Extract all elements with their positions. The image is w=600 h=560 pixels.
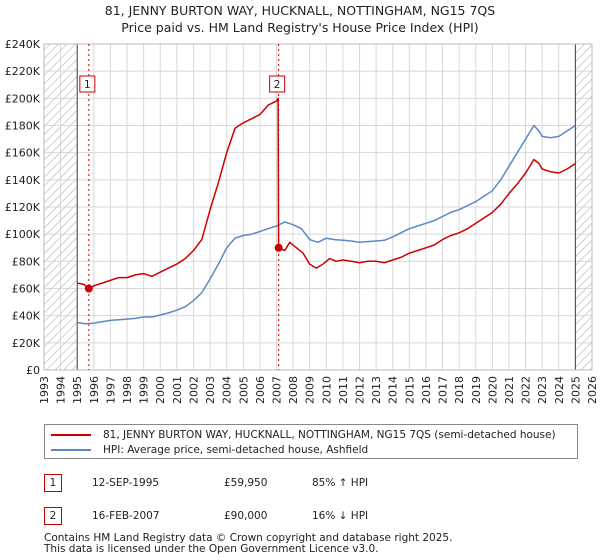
y-tick-label: £240K [5, 38, 41, 51]
x-tick-label: 2006 [254, 376, 267, 404]
x-tick-label: 1997 [104, 376, 117, 404]
y-tick-label: £160K [5, 147, 41, 160]
y-tick-label: £120K [5, 201, 41, 214]
x-tick-label: 2022 [520, 376, 533, 404]
sale-badge-2: 2 [44, 507, 62, 525]
y-tick-label: £20K [12, 337, 41, 350]
sale-badge-1: 1 [44, 474, 62, 492]
x-tick-label: 2013 [370, 376, 383, 404]
hatch-region-end [575, 44, 592, 370]
sale-row-1: 1 12-SEP-1995 £59,950 85% ↑ HPI [44, 474, 584, 494]
legend-item-property: 81, JENNY BURTON WAY, HUCKNALL, NOTTINGH… [51, 427, 556, 443]
x-tick-label: 1999 [138, 376, 151, 404]
footer-copyright: Contains HM Land Registry data © Crown c… [44, 532, 453, 544]
sale-point-2 [274, 243, 283, 252]
legend-swatch-hpi [51, 449, 91, 451]
series-line-hpi [77, 124, 576, 325]
sale-label-text-1: 1 [84, 79, 91, 91]
x-tick-label: 2018 [453, 376, 466, 404]
sale-hpi-2: 16% ↓ HPI [312, 510, 369, 522]
x-tick-label: 2023 [536, 376, 549, 404]
y-tick-label: £40K [12, 310, 41, 323]
y-tick-label: £80K [12, 255, 41, 268]
x-tick-label: 2015 [403, 376, 416, 404]
x-tick-label: 2016 [420, 376, 433, 404]
sale-label-box-1 [79, 75, 96, 93]
sale-hpi-1: 85% ↑ HPI [312, 477, 369, 489]
x-tick-label: 2011 [337, 376, 350, 404]
sale-price-2: £90,000 [224, 510, 268, 522]
chart-subtitle: Price paid vs. HM Land Registry's House … [121, 20, 479, 35]
sale-price-1: £59,950 [224, 477, 268, 489]
legend-label-property: 81, JENNY BURTON WAY, HUCKNALL, NOTTINGH… [103, 429, 556, 441]
chart-title: 81, JENNY BURTON WAY, HUCKNALL, NOTTINGH… [104, 3, 496, 18]
x-tick-label: 1998 [121, 376, 134, 404]
x-tick-label: 2026 [586, 376, 599, 404]
x-tick-label: 2002 [187, 376, 200, 404]
x-tick-label: 2000 [154, 376, 167, 404]
x-tick-label: 1994 [55, 376, 68, 404]
x-tick-label: 2020 [486, 376, 499, 404]
x-tick-label: 2003 [204, 376, 217, 404]
y-tick-label: £100K [5, 228, 41, 241]
y-tick-label: £200K [5, 92, 41, 105]
series-line-property [77, 97, 576, 290]
legend-swatch-property [51, 434, 91, 436]
hatch-region-start [44, 44, 78, 370]
x-tick-label: 2021 [503, 376, 516, 404]
sale-label-box-2 [269, 75, 286, 93]
y-tick-label: £0 [26, 364, 40, 377]
x-tick-label: 2019 [470, 376, 483, 404]
x-tick-label: 1995 [71, 376, 84, 404]
y-tick-label: £220K [5, 65, 41, 78]
x-tick-label: 2008 [287, 376, 300, 404]
x-tick-label: 2004 [221, 376, 234, 404]
sale-label-text-2: 2 [274, 79, 281, 91]
plot-frame [43, 43, 593, 371]
y-tick-label: £60K [12, 283, 41, 296]
x-tick-label: 2024 [553, 376, 566, 404]
x-tick-label: 2009 [304, 376, 317, 404]
chart-legend: 81, JENNY BURTON WAY, HUCKNALL, NOTTINGH… [44, 424, 578, 459]
legend-label-hpi: HPI: Average price, semi-detached house,… [103, 444, 369, 456]
sale-point-1 [84, 284, 93, 293]
sale-date-2: 16-FEB-2007 [92, 510, 160, 522]
x-tick-label: 2017 [437, 376, 450, 404]
y-tick-label: £180K [5, 120, 41, 133]
sale-row-2: 2 16-FEB-2007 £90,000 16% ↓ HPI [44, 507, 584, 527]
y-tick-label: £140K [5, 174, 41, 187]
x-tick-label: 2012 [354, 376, 367, 404]
x-tick-label: 1996 [88, 376, 101, 404]
x-tick-label: 2007 [270, 376, 283, 404]
x-tick-label: 2001 [171, 376, 184, 404]
x-tick-label: 2005 [237, 376, 250, 404]
sale-date-1: 12-SEP-1995 [92, 477, 160, 489]
price-chart: 1993 1994 1995 1996 1997 1998 1999 2000 2001 2002… [5, 38, 599, 404]
x-tick-label: 2025 [569, 376, 582, 404]
footer-licence: This data is licensed under the Open Gov… [44, 543, 379, 555]
x-tick-label: 2014 [387, 376, 400, 404]
x-tick-label: 1993 [38, 376, 51, 404]
x-tick-label: 2010 [320, 376, 333, 404]
legend-item-hpi: HPI: Average price, semi-detached house,… [51, 442, 368, 458]
